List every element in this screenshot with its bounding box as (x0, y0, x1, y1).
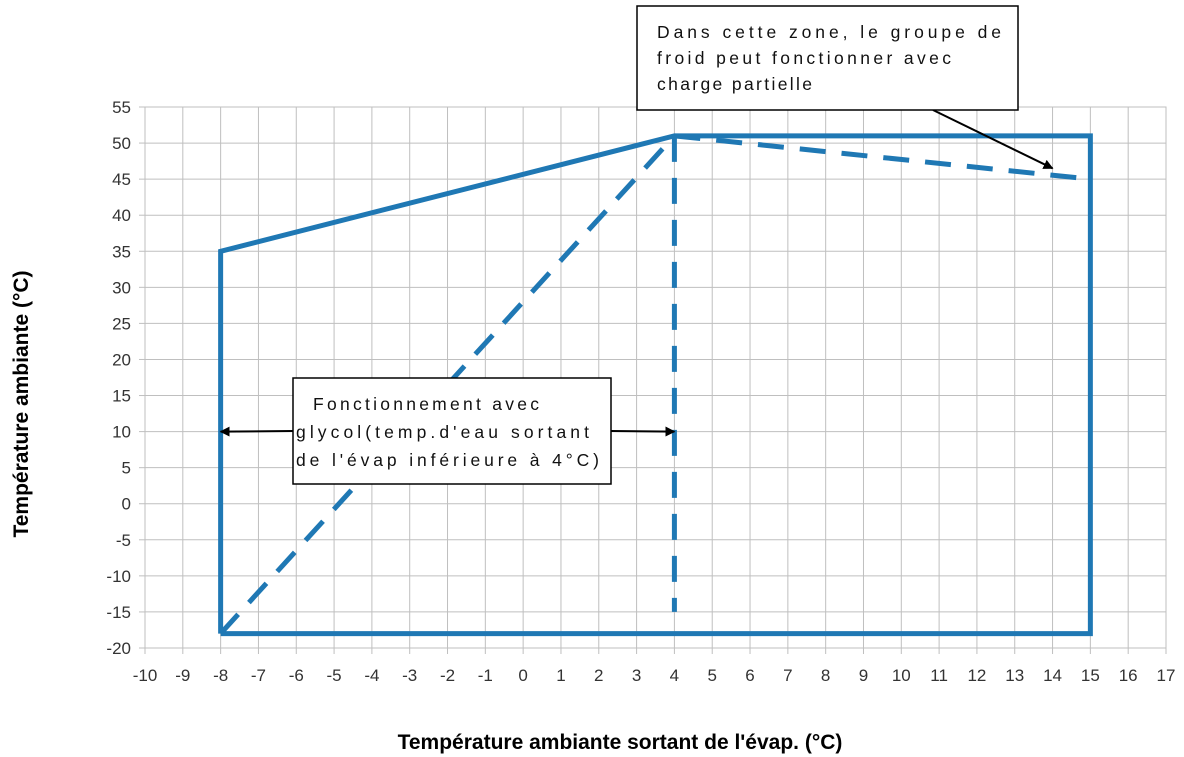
x-tick-label: -1 (478, 666, 493, 685)
x-tick-label: 9 (859, 666, 868, 685)
x-tick-label: 17 (1157, 666, 1176, 685)
x-tick-label: 15 (1081, 666, 1100, 685)
series-dashed-line-3 (674, 133, 1091, 182)
annotation-glycol: Fonctionnement avec glycol(temp.d'eau so… (292, 377, 612, 485)
annotation-partial-load-line-1: Dans cette zone, le groupe de (657, 22, 1001, 42)
x-tick-label: 13 (1005, 666, 1024, 685)
y-tick-label: 30 (112, 278, 131, 297)
annotation-arrow (610, 426, 676, 437)
annotation-partial-load-line-3: charge partielle (657, 74, 812, 94)
x-tick-label: -7 (251, 666, 266, 685)
y-tick-label: -15 (106, 603, 131, 622)
annotation-glycol-line-1: Fonctionnement avec (313, 394, 539, 414)
x-tick-label: -8 (213, 666, 228, 685)
x-tick-label: -6 (289, 666, 304, 685)
annotation-partial-load: Dans cette zone, le groupe de froid peut… (636, 5, 1019, 111)
y-tick-label: -20 (106, 639, 131, 658)
x-tick-label: 1 (556, 666, 565, 685)
annotation-glycol-line-2: glycol(temp.d'eau sortant (296, 422, 589, 442)
y-tick-label: 35 (112, 242, 131, 261)
y-tick-label: 5 (122, 459, 131, 478)
x-tick-label: -3 (402, 666, 417, 685)
x-tick-label: -5 (327, 666, 342, 685)
y-tick-label: -5 (116, 531, 131, 550)
annotation-arrow (219, 426, 294, 437)
y-tick-label: 0 (122, 495, 131, 514)
y-axis-title: Température ambiante (°C) (10, 270, 33, 537)
annotation-arrow (932, 109, 1054, 170)
x-tick-label: 2 (594, 666, 603, 685)
x-tick-label: 10 (892, 666, 911, 685)
x-tick-label: -2 (440, 666, 455, 685)
x-tick-label: 4 (670, 666, 679, 685)
x-tick-label: 6 (745, 666, 754, 685)
y-tick-label: 55 (112, 98, 131, 117)
x-tick-label: -4 (364, 666, 379, 685)
annotation-arrows (219, 109, 1054, 437)
x-tick-label: 11 (930, 666, 948, 685)
x-tick-label: 7 (783, 666, 792, 685)
x-tick-label: 3 (632, 666, 641, 685)
y-tick-label: -10 (106, 567, 131, 586)
x-tick-label: -9 (175, 666, 190, 685)
y-tick-label: 20 (112, 350, 131, 369)
x-tick-label: 14 (1043, 666, 1062, 685)
y-tick-label: 50 (112, 134, 131, 153)
x-axis-title: Température ambiante sortant de l'évap. … (398, 731, 843, 754)
annotation-glycol-line-3: de l'évap inférieure à 4°C) (296, 450, 599, 470)
y-tick-label: 40 (112, 206, 131, 225)
x-tick-label: 5 (707, 666, 716, 685)
annotation-glycol-box (292, 377, 612, 485)
annotation-partial-load-box (636, 5, 1019, 111)
y-tick-label: 15 (112, 387, 131, 406)
y-tick-label: 10 (112, 423, 131, 442)
y-tick-label: 25 (112, 314, 131, 333)
series-solid-line-0 (218, 133, 1093, 637)
y-tick-label: 45 (112, 170, 131, 189)
x-tick-label: 8 (821, 666, 830, 685)
x-tick-label: 16 (1119, 666, 1138, 685)
x-tick-label: 0 (518, 666, 527, 685)
x-axis-ticks: -10 -9 -8 -7 -6 -5 -4 -3 -2 -1 0 1 2 3 4 5 6 7 8 9 10 11 12 13 1… (133, 648, 1176, 685)
x-tick-label: -10 (133, 666, 158, 685)
x-tick-label: 12 (967, 666, 986, 685)
